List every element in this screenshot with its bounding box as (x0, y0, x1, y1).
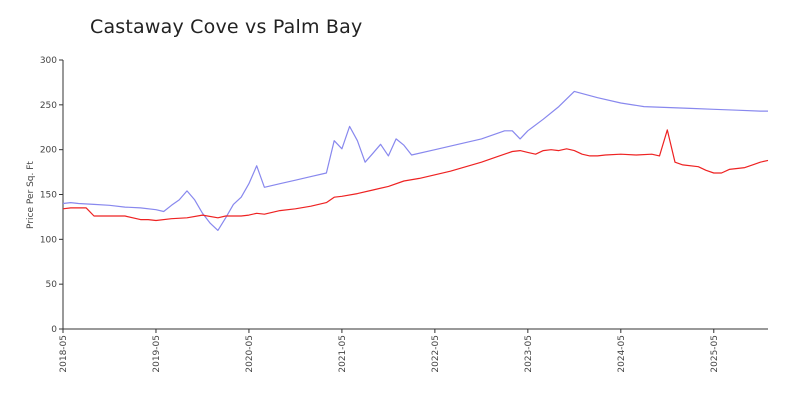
y-tick-label: 150 (40, 191, 57, 201)
series-line-2 (62, 129, 769, 222)
x-tick-label: 2023-05 (524, 335, 534, 373)
y-axis-label: Price Per Sq. Ft (26, 161, 36, 229)
x-tick-label: 2024-05 (617, 335, 627, 373)
ticks-layer: 0 50 100 150 200 250 300 2018-05 2019-05 2020-05 2… (40, 56, 720, 373)
y-tick-label: 0 (51, 325, 57, 335)
x-tick-label: 2020-05 (245, 335, 255, 373)
axes (62, 60, 768, 330)
y-tick-label: 100 (40, 235, 57, 245)
x-tick-label: 2019-05 (152, 335, 162, 373)
x-tick-label: 2018-05 (59, 335, 69, 373)
y-tick-label: 50 (46, 280, 58, 290)
y-tick-label: 300 (40, 56, 57, 66)
y-tick-label: 250 (40, 101, 57, 111)
x-tick-label: 2022-05 (431, 335, 441, 373)
y-tick-label: 200 (40, 146, 57, 156)
x-tick-label: 2025-05 (710, 335, 720, 373)
x-tick-label: 2021-05 (338, 335, 348, 373)
series-layer (62, 90, 769, 231)
chart-title: Castaway Cove vs Palm Bay (90, 16, 363, 38)
series-line-1 (62, 90, 768, 231)
